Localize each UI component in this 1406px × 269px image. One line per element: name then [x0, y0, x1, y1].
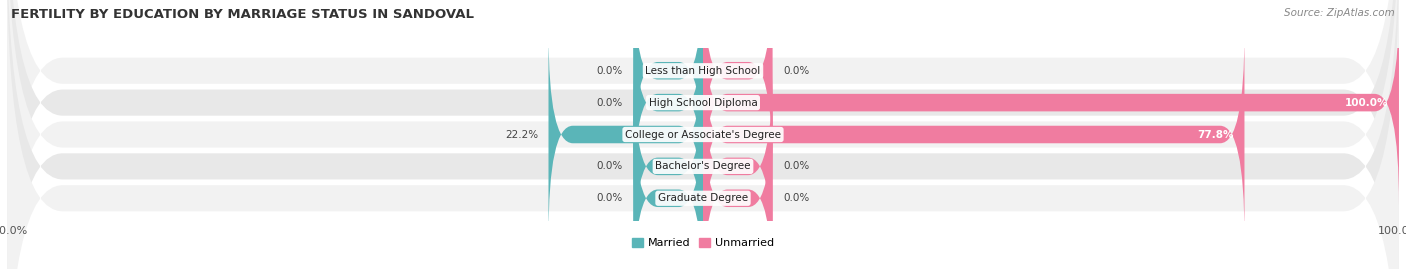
Text: 0.0%: 0.0% [596, 66, 623, 76]
Text: Bachelor's Degree: Bachelor's Degree [655, 161, 751, 171]
Text: 0.0%: 0.0% [596, 161, 623, 171]
Text: 22.2%: 22.2% [505, 129, 538, 140]
FancyBboxPatch shape [633, 63, 703, 269]
FancyBboxPatch shape [633, 0, 703, 206]
FancyBboxPatch shape [7, 0, 1399, 269]
FancyBboxPatch shape [633, 95, 703, 269]
FancyBboxPatch shape [703, 0, 1399, 206]
Legend: Married, Unmarried: Married, Unmarried [627, 233, 779, 253]
Text: 0.0%: 0.0% [596, 193, 623, 203]
Text: 0.0%: 0.0% [783, 193, 810, 203]
FancyBboxPatch shape [703, 63, 773, 269]
Text: 0.0%: 0.0% [596, 98, 623, 108]
FancyBboxPatch shape [633, 0, 703, 174]
Text: 77.8%: 77.8% [1198, 129, 1234, 140]
Text: Graduate Degree: Graduate Degree [658, 193, 748, 203]
Text: FERTILITY BY EDUCATION BY MARRIAGE STATUS IN SANDOVAL: FERTILITY BY EDUCATION BY MARRIAGE STATU… [11, 8, 474, 21]
Text: College or Associate's Degree: College or Associate's Degree [626, 129, 780, 140]
Text: Source: ZipAtlas.com: Source: ZipAtlas.com [1284, 8, 1395, 18]
FancyBboxPatch shape [548, 32, 703, 237]
Text: High School Diploma: High School Diploma [648, 98, 758, 108]
FancyBboxPatch shape [7, 0, 1399, 269]
FancyBboxPatch shape [703, 0, 773, 174]
Text: 100.0%: 100.0% [1346, 98, 1389, 108]
FancyBboxPatch shape [703, 95, 773, 269]
Text: 0.0%: 0.0% [783, 66, 810, 76]
FancyBboxPatch shape [703, 32, 1244, 237]
FancyBboxPatch shape [7, 0, 1399, 269]
Text: 0.0%: 0.0% [783, 161, 810, 171]
FancyBboxPatch shape [7, 0, 1399, 269]
Text: Less than High School: Less than High School [645, 66, 761, 76]
FancyBboxPatch shape [7, 0, 1399, 269]
